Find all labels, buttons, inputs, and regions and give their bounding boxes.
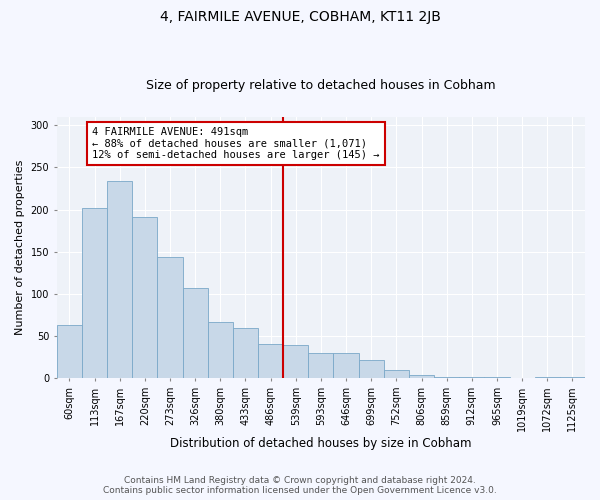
Bar (384, 370, 409, 378)
Bar (283, 344, 308, 378)
Bar (182, 288, 208, 378)
Title: Size of property relative to detached houses in Cobham: Size of property relative to detached ho… (146, 79, 496, 92)
Bar (107, 181, 132, 378)
Bar (359, 360, 384, 378)
Bar (132, 217, 157, 378)
Bar (459, 376, 484, 378)
Bar (157, 257, 182, 378)
Text: 4 FAIRMILE AVENUE: 491sqm
← 88% of detached houses are smaller (1,071)
12% of se: 4 FAIRMILE AVENUE: 491sqm ← 88% of detac… (92, 127, 380, 160)
Bar (409, 375, 434, 378)
Bar (258, 344, 283, 378)
Bar (334, 353, 359, 378)
X-axis label: Distribution of detached houses by size in Cobham: Distribution of detached houses by size … (170, 437, 472, 450)
Bar (434, 376, 459, 378)
Bar (308, 353, 334, 378)
Bar (57, 325, 82, 378)
Text: Contains HM Land Registry data © Crown copyright and database right 2024.
Contai: Contains HM Land Registry data © Crown c… (103, 476, 497, 495)
Text: 4, FAIRMILE AVENUE, COBHAM, KT11 2JB: 4, FAIRMILE AVENUE, COBHAM, KT11 2JB (160, 10, 440, 24)
Bar (233, 328, 258, 378)
Y-axis label: Number of detached properties: Number of detached properties (15, 160, 25, 335)
Bar (82, 208, 107, 378)
Bar (208, 322, 233, 378)
